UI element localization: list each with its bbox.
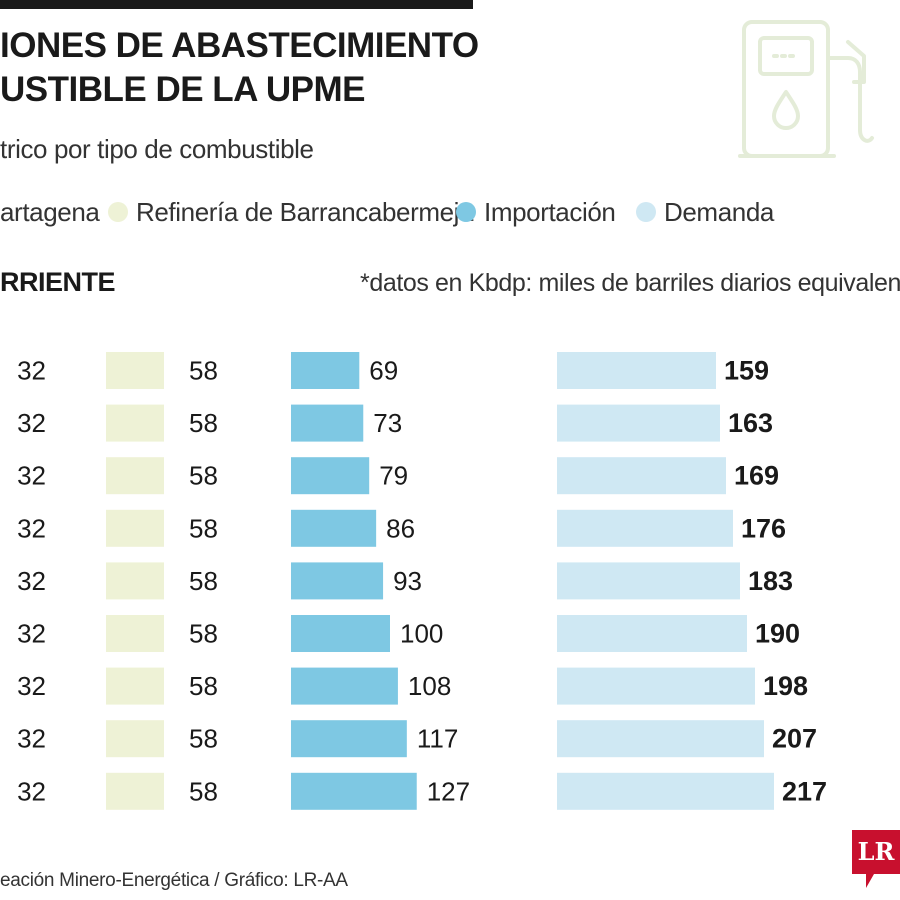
bar-barrancabermeja [106,509,164,547]
bar-demanda [557,509,733,547]
legend: artagena Refinería de Barrancabermeja Im… [0,192,900,232]
value-label-importacion: 69 [369,356,398,386]
legend-swatch-barrancabermeja [108,202,128,222]
top-rule [0,0,473,9]
value-label-demanda: 190 [755,619,800,649]
value-label-barrancabermeja: 58 [189,461,218,491]
value-label-cartagena: 32 [17,408,46,438]
title-line-1: IONES DE ABASTECIMIENTO [0,26,479,65]
bar-demanda [557,352,716,389]
fuel-pump-icon [738,20,874,158]
value-label-importacion: 93 [393,566,422,596]
bar-importacion [291,720,407,758]
bar-barrancabermeja [106,404,164,442]
legend-item-barrancabermeja: Refinería de Barrancabermeja [108,192,474,232]
bar-demanda [557,562,740,600]
bar-importacion [291,562,384,600]
bar-demanda [557,667,755,705]
value-label-cartagena: 32 [17,671,46,701]
value-label-demanda: 198 [763,671,808,701]
value-label-importacion: 73 [373,408,402,438]
legend-item-cartagena: artagena [0,192,100,232]
bar-demanda [557,457,726,495]
bar-demanda [557,772,774,810]
bar-barrancabermeja [106,667,164,705]
value-label-cartagena: 32 [17,513,46,543]
legend-item-demanda: Demanda [636,192,774,232]
bar-demanda [557,720,764,758]
value-label-barrancabermeja: 58 [189,724,218,754]
legend-label-barrancabermeja: Refinería de Barrancabermeja [136,196,474,227]
bar-barrancabermeja [106,352,164,389]
bar-importacion [291,772,417,810]
bar-chart: 32 32 32 32 32 32 32 32 32 58 58 58 58 58 58 58 58 58 69 73… [17,352,827,810]
value-label-cartagena: 32 [17,356,46,386]
value-label-importacion: 127 [427,776,470,806]
logo-text: LR [857,837,895,866]
value-label-importacion: 108 [408,671,451,701]
value-label-barrancabermeja: 58 [189,566,218,596]
value-label-cartagena: 32 [17,461,46,491]
bar-importacion [291,352,360,389]
value-label-barrancabermeja: 58 [189,356,218,386]
value-label-importacion: 117 [417,724,458,754]
value-label-cartagena: 32 [17,619,46,649]
legend-label-cartagena: artagena [0,196,100,227]
legend-swatch-demanda [636,202,656,222]
bar-demanda [557,404,720,442]
value-label-importacion: 100 [400,619,443,649]
value-label-cartagena: 32 [17,776,46,806]
source-note: eación Minero-Energética / Gráfico: LR-A… [0,870,348,891]
chart-title: IONES DE ABASTECIMIENTO USTIBLE DE LA UP… [0,24,479,112]
value-label-demanda: 163 [728,408,773,438]
value-label-demanda: 217 [782,776,827,806]
value-label-cartagena: 32 [17,566,46,596]
bar-barrancabermeja [106,562,164,600]
value-label-cartagena: 32 [17,724,46,754]
value-label-barrancabermeja: 58 [189,776,218,806]
logo-badge [852,830,900,888]
legend-label-demanda: Demanda [664,196,774,227]
value-label-importacion: 79 [379,461,408,491]
value-label-barrancabermeja: 58 [189,513,218,543]
bar-importacion [291,615,390,652]
legend-item-importacion: Importación [456,192,616,232]
bar-barrancabermeja [106,615,164,652]
value-label-demanda: 176 [741,513,786,543]
bar-importacion [291,457,370,495]
value-label-demanda: 159 [724,356,769,386]
bar-barrancabermeja [106,720,164,758]
value-label-barrancabermeja: 58 [189,408,218,438]
bar-demanda [557,615,747,652]
scenario-title: RRIENTE [0,267,116,297]
legend-label-importacion: Importación [484,196,616,227]
value-label-demanda: 169 [734,461,779,491]
value-label-demanda: 183 [748,566,793,596]
value-label-barrancabermeja: 58 [189,619,218,649]
units-note: *datos en Kbdp: miles de barriles diario… [360,269,900,297]
bar-barrancabermeja [106,457,164,495]
title-line-2: USTIBLE DE LA UPME [0,70,366,109]
lr-logo: LR [852,830,900,888]
bar-barrancabermeja [106,772,164,810]
chart-subtitle: trico por tipo de combustible [0,134,314,164]
value-label-demanda: 207 [772,724,817,754]
bar-importacion [291,404,364,442]
bar-importacion [291,509,377,547]
value-label-barrancabermeja: 58 [189,671,218,701]
value-label-importacion: 86 [386,513,415,543]
legend-swatch-importacion [456,202,476,222]
bar-importacion [291,667,398,705]
